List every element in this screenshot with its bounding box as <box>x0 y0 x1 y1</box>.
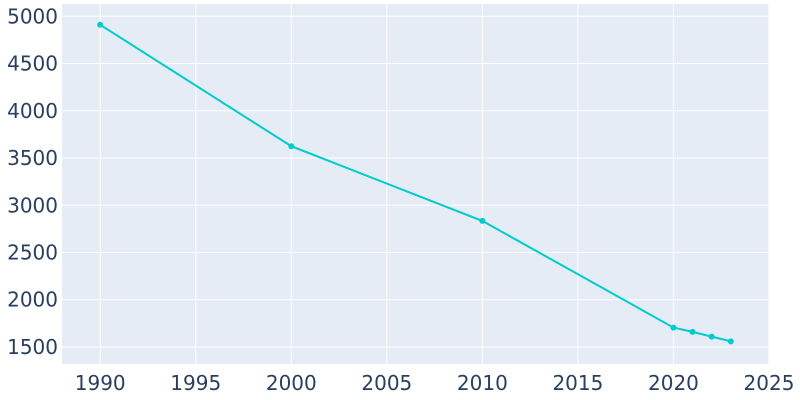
x-tick-label: 1990 <box>75 371 126 395</box>
y-tick-label: 4500 <box>7 52 58 76</box>
y-tick-label: 2500 <box>7 241 58 265</box>
x-tick-label: 2010 <box>457 371 508 395</box>
data-point <box>689 328 696 335</box>
y-axis-ticks: 1500 2000 2500 3000 3500 4000 4500 5000 <box>7 4 58 359</box>
y-tick-label: 3500 <box>7 146 58 170</box>
data-point <box>670 324 677 331</box>
data-point <box>97 21 104 28</box>
y-tick-label: 2000 <box>7 288 58 312</box>
data-point <box>479 217 486 224</box>
y-tick-label: 3000 <box>7 193 58 217</box>
x-tick-label: 1995 <box>170 371 221 395</box>
data-point <box>288 143 295 150</box>
x-axis-ticks: 1990 1995 2000 2005 2010 2015 2020 2025 <box>75 371 795 395</box>
x-tick-label: 2020 <box>648 371 699 395</box>
grid-lines <box>62 4 770 364</box>
x-tick-label: 2005 <box>361 371 412 395</box>
series-layer <box>97 21 734 345</box>
y-tick-label: 1500 <box>7 335 58 359</box>
x-tick-label: 2000 <box>266 371 317 395</box>
x-tick-label: 2025 <box>744 371 795 395</box>
x-tick-label: 2015 <box>552 371 603 395</box>
data-point <box>708 333 715 340</box>
data-point <box>727 338 734 345</box>
y-tick-label: 4000 <box>7 99 58 123</box>
y-tick-label: 5000 <box>7 4 58 28</box>
plot-area <box>62 4 769 364</box>
